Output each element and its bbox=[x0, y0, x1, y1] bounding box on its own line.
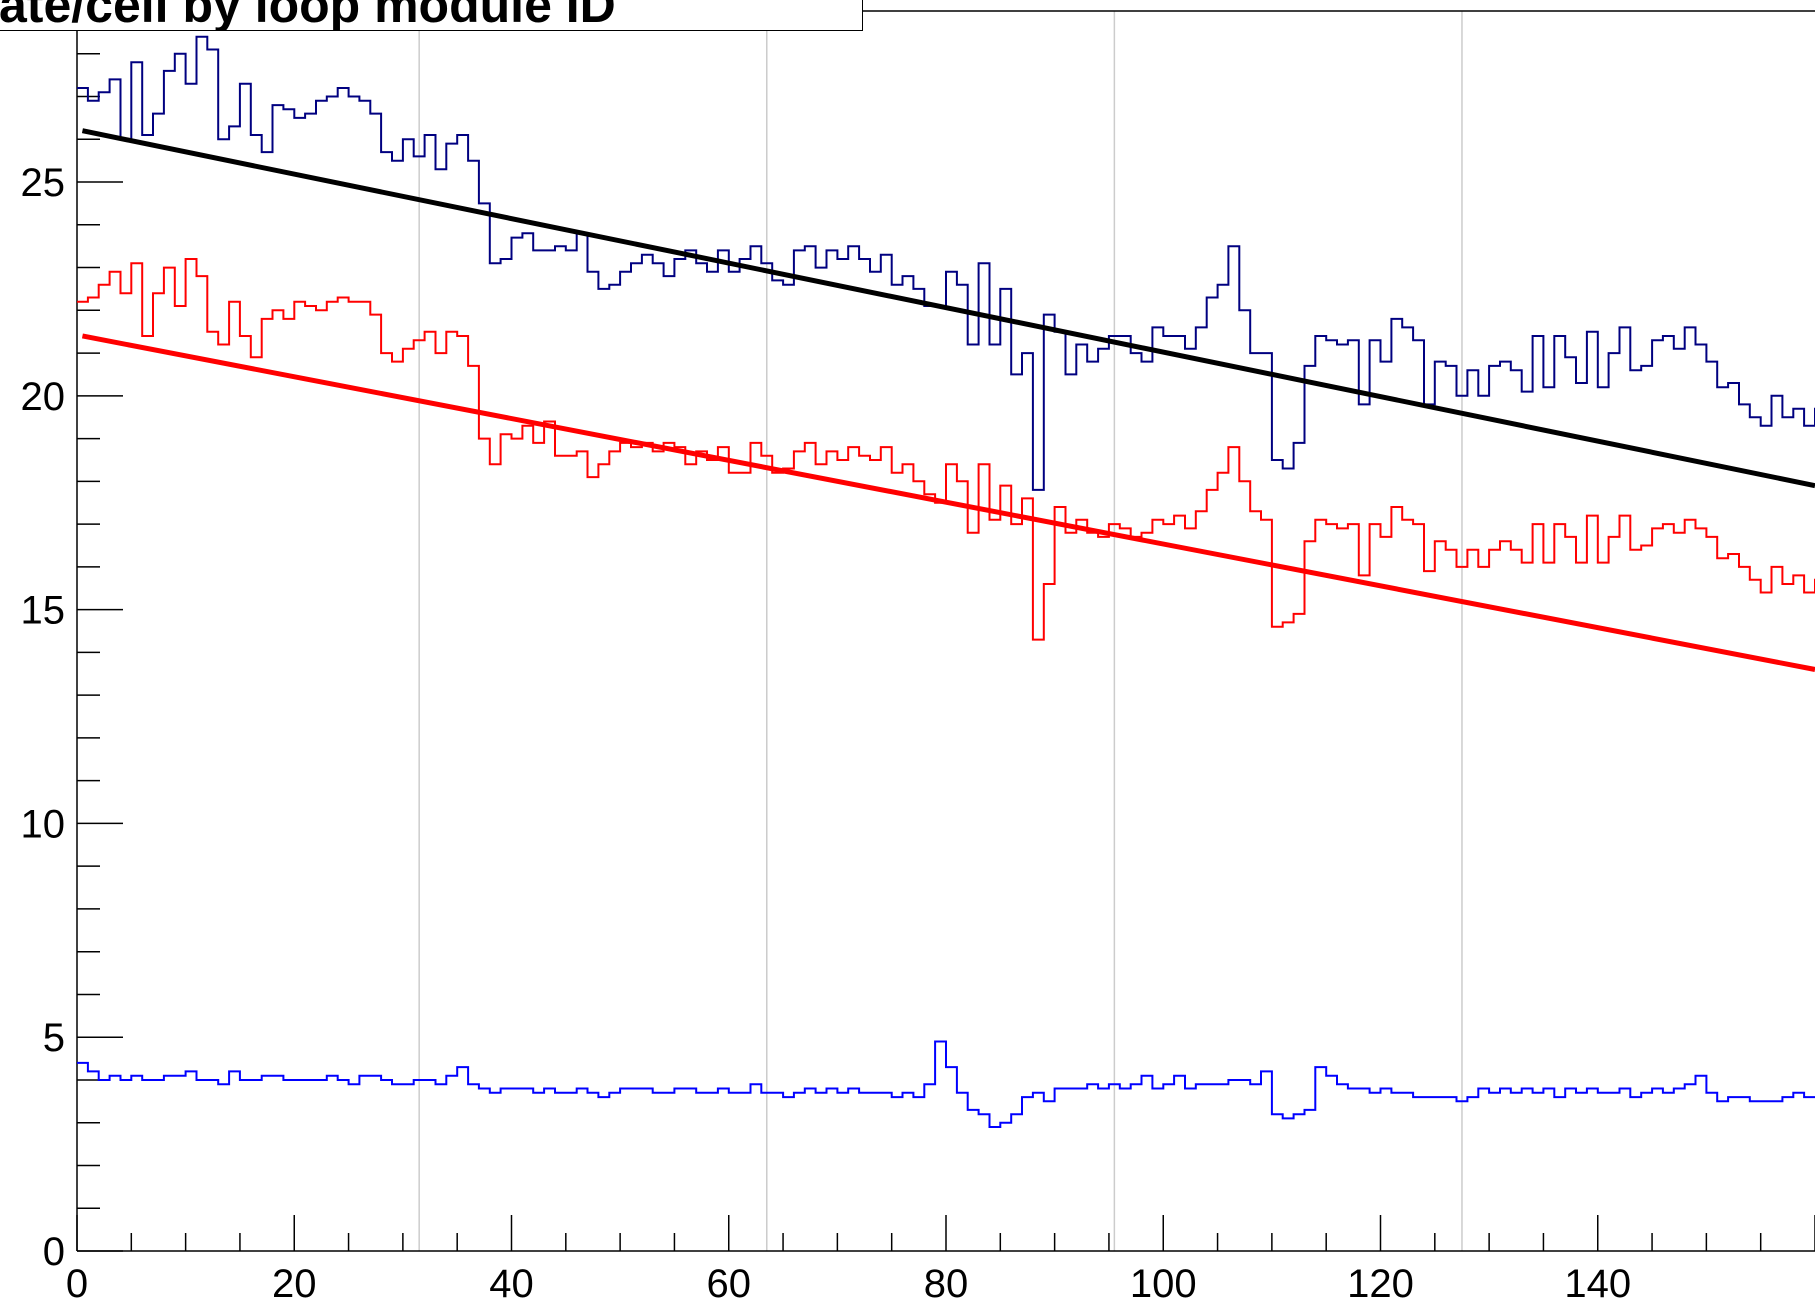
tick-labels: 0 5 10 15 20 25 0 20 40 60 80 100 120 140 bbox=[21, 161, 1632, 1302]
chart-title: ate/cell by loop module ID bbox=[0, 0, 616, 31]
histogram-series-0 bbox=[77, 35, 1815, 491]
x-tick-label-0: 0 bbox=[66, 1262, 88, 1302]
y-tick-label-20: 20 bbox=[21, 375, 66, 419]
grid-lines bbox=[418, 11, 1463, 1251]
y-tick-label-0: 0 bbox=[43, 1230, 65, 1274]
x-tick-label-40: 40 bbox=[489, 1262, 534, 1302]
x-tick-label-60: 60 bbox=[707, 1262, 752, 1302]
fit-line-series-4 bbox=[81, 333, 1815, 672]
chart-title-box: ate/cell by loop module ID bbox=[0, 0, 863, 31]
x-tick-label-100: 100 bbox=[1130, 1262, 1197, 1302]
y-tick-label-10: 10 bbox=[21, 802, 66, 846]
x-tick-label-20: 20 bbox=[272, 1262, 317, 1302]
series bbox=[77, 35, 1815, 1128]
x-tick-label-80: 80 bbox=[924, 1262, 969, 1302]
y-tick-label-15: 15 bbox=[21, 589, 66, 633]
histogram-series-2 bbox=[77, 1040, 1815, 1128]
histogram-series-1 bbox=[77, 258, 1815, 641]
x-tick-label-140: 140 bbox=[1564, 1262, 1631, 1302]
x-tick-label-120: 120 bbox=[1347, 1262, 1414, 1302]
y-tick-label-5: 5 bbox=[43, 1016, 65, 1060]
fit-line-series-3 bbox=[81, 128, 1815, 489]
y-tick-label-25: 25 bbox=[21, 161, 66, 205]
